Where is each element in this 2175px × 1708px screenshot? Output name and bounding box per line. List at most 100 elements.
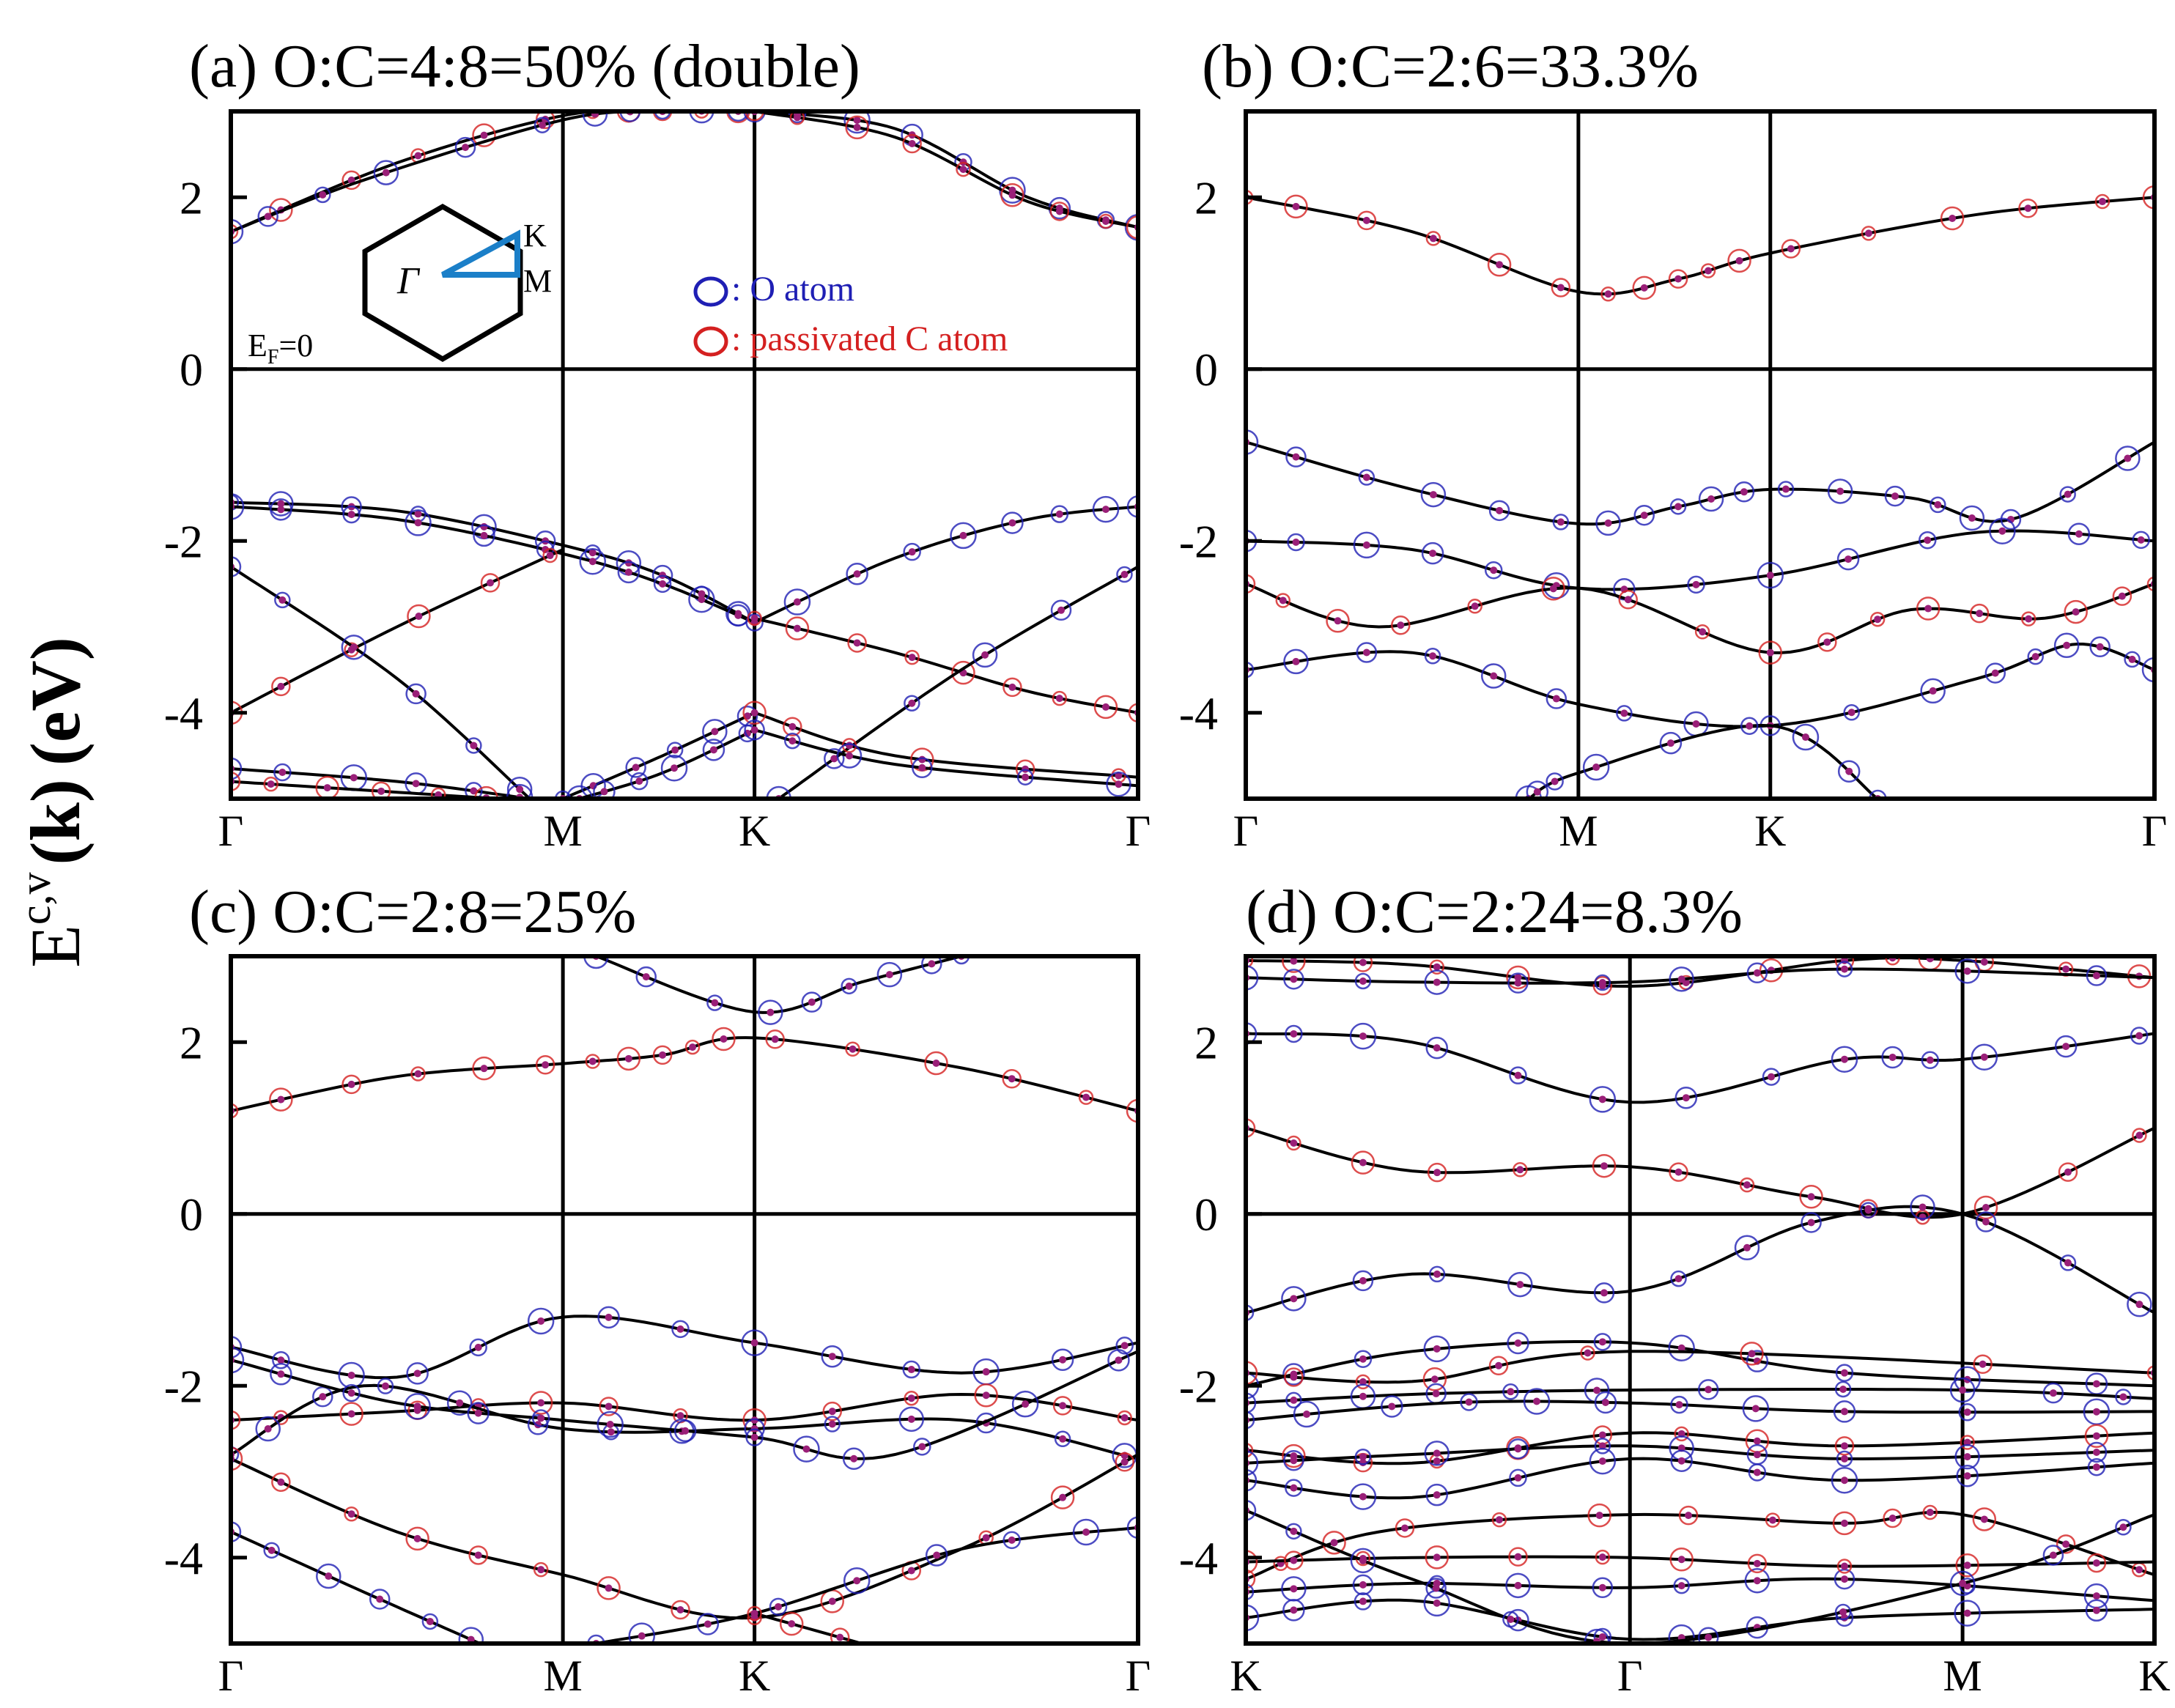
weight-marker <box>1072 1518 1100 1546</box>
weight-marker <box>1425 1483 1449 1506</box>
weight-marker <box>630 772 649 791</box>
x-tick-label: M <box>543 1652 582 1700</box>
y-tick-label: -2 <box>164 515 203 567</box>
band-dot <box>908 654 916 662</box>
weight-marker <box>344 1506 359 1522</box>
y-tick-label: 2 <box>180 1016 203 1068</box>
weight-marker <box>747 610 762 626</box>
weight-marker <box>1423 1335 1451 1363</box>
weight-marker <box>1275 593 1291 608</box>
band-dot <box>277 1370 285 1378</box>
weight-marker <box>744 719 765 741</box>
band-line <box>231 500 756 624</box>
bands <box>231 111 1138 799</box>
weight-marker <box>533 117 551 133</box>
band-line <box>1246 196 2154 296</box>
band-dot <box>1874 615 1882 624</box>
weight-marker <box>341 1074 361 1095</box>
band-dot <box>1746 722 1754 730</box>
weight-marker <box>1670 1395 1688 1414</box>
weight-marker <box>2115 446 2141 471</box>
band-dot <box>376 1595 384 1603</box>
weight-marker <box>784 732 801 750</box>
weight-marker <box>1762 1068 1781 1086</box>
weight-marker <box>1744 1567 1770 1594</box>
y-tick-label: 0 <box>180 1188 203 1241</box>
weight-marker <box>950 522 977 550</box>
y-tick-label: 0 <box>1194 344 1218 396</box>
weight-marker <box>465 782 483 799</box>
band-dot <box>1507 1388 1515 1396</box>
band-dot <box>1601 1398 1609 1406</box>
weight-marker <box>316 1563 341 1589</box>
band-dot <box>414 1070 422 1078</box>
band-dot <box>2092 1448 2100 1456</box>
band-dot <box>638 1632 646 1640</box>
weight-marker <box>2085 1599 2108 1622</box>
band-dot <box>2064 1259 2072 1267</box>
weight-marker <box>1425 231 1441 246</box>
weight-marker <box>2058 1162 2078 1182</box>
weight-marker <box>1984 662 2006 684</box>
band-dot <box>1429 550 1437 558</box>
band-dot <box>1839 1608 1847 1616</box>
brillouin-zone-inset: Γ K M EF=0 <box>248 203 552 369</box>
weight-marker <box>231 1446 240 1463</box>
band-line <box>754 616 1138 714</box>
band-dot <box>1359 1493 1367 1501</box>
weight-marker <box>231 223 239 240</box>
band-dot <box>734 611 742 619</box>
weight-marker <box>315 775 339 799</box>
band-dot <box>413 1402 421 1411</box>
band-dot <box>1507 1616 1515 1624</box>
weight-marker <box>1467 599 1482 614</box>
fermi-sub: F <box>267 346 279 369</box>
band-dot <box>1864 229 1872 237</box>
weight-marker <box>684 1039 701 1055</box>
weight-marker <box>371 781 391 799</box>
band-dot <box>1823 638 1831 646</box>
band-dot <box>1748 1350 1756 1358</box>
weight-marker <box>1594 1391 1617 1414</box>
band-dot <box>1290 975 1298 983</box>
band-dot <box>1292 538 1300 546</box>
weight-marker <box>652 111 673 122</box>
band-dot <box>542 546 550 554</box>
weight-marker <box>1487 252 1512 277</box>
weight-marker <box>847 633 867 653</box>
weight-marker <box>272 1351 290 1369</box>
weight-marker <box>1589 1086 1617 1113</box>
band-dot <box>1840 1408 1848 1416</box>
weight-marker <box>1940 206 1965 231</box>
band-dot <box>1991 669 1999 677</box>
band-dot <box>1840 1369 1848 1377</box>
weight-marker <box>430 787 446 799</box>
weight-marker <box>472 1056 496 1081</box>
bands <box>231 956 1138 1644</box>
band-dot <box>1115 772 1123 780</box>
weight-marker <box>231 493 245 520</box>
band-line <box>1246 1457 2154 1500</box>
panel-d-title: (d) O:C=2:24=8.3% <box>1246 878 1743 946</box>
weight-marker <box>2054 1035 2078 1058</box>
band-dot <box>959 531 967 539</box>
hexagon-icon <box>362 203 523 363</box>
weight-marker <box>1502 1383 1519 1400</box>
band-dot <box>624 559 632 567</box>
weight-marker <box>1016 769 1034 785</box>
band-dot <box>1963 1453 1971 1461</box>
weight-marker <box>745 111 764 122</box>
band-dot <box>789 722 797 731</box>
band-dot <box>1359 1032 1367 1040</box>
band-dot <box>959 166 967 174</box>
weight-marker <box>587 1634 605 1644</box>
weight-marker <box>1424 1441 1450 1466</box>
weight-marker <box>1246 956 1254 969</box>
weight-marker <box>1427 1162 1447 1183</box>
band-dot <box>1514 1581 1522 1589</box>
weight-marker <box>1507 1331 1529 1355</box>
weight-marker <box>2146 576 2154 592</box>
band-line <box>1246 1126 2154 1219</box>
weight-marker <box>2094 193 2111 210</box>
band-dot <box>1705 267 1713 275</box>
